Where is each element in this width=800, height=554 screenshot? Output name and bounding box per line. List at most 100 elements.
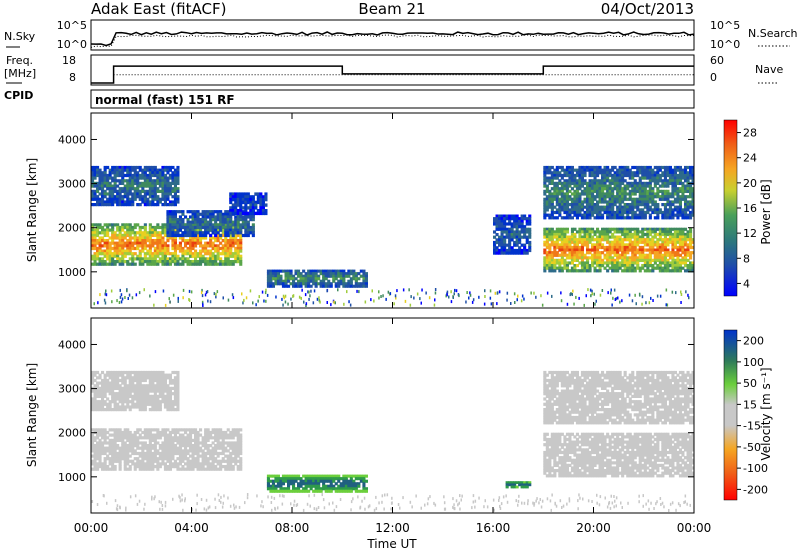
echo-cell	[503, 246, 507, 250]
echo-cell	[156, 433, 160, 437]
echo-cell	[498, 248, 502, 253]
echo-cell	[565, 245, 569, 250]
echo-cell	[146, 181, 150, 185]
echo-cell	[653, 253, 657, 257]
echo-cell	[689, 210, 693, 215]
echo-cell	[153, 225, 157, 230]
noise-speckle	[284, 294, 287, 298]
echo-cell	[239, 257, 243, 261]
echo-cell	[173, 451, 177, 456]
echo-cell	[601, 197, 605, 201]
echo-cell	[111, 231, 115, 235]
echo-cell	[661, 195, 665, 199]
echo-cell	[264, 211, 268, 216]
echo-cell	[219, 465, 223, 469]
echo-cell	[163, 233, 167, 237]
echo-cell	[171, 465, 175, 469]
echo-cell	[643, 181, 647, 185]
echo-cell	[553, 184, 557, 188]
echo-cell	[236, 200, 240, 205]
echo-cell	[224, 433, 228, 437]
echo-cell	[337, 284, 341, 288]
echo-cell	[528, 248, 532, 253]
echo-cell	[668, 251, 672, 255]
echo-cell	[633, 213, 637, 217]
echo-cell	[633, 192, 637, 196]
echo-cell	[518, 251, 522, 255]
echo-cell	[189, 262, 193, 266]
echo-cell	[166, 181, 170, 185]
echo-cell	[156, 451, 160, 456]
noise-left-label: N.Sky	[4, 30, 36, 43]
echo-cell	[555, 173, 559, 178]
echo-cell	[269, 269, 273, 273]
echo-cell	[274, 277, 278, 281]
echo-cell	[251, 225, 255, 230]
echo-cell	[641, 230, 645, 234]
echo-cell	[178, 457, 182, 461]
echo-cell	[608, 240, 612, 244]
noise-speckle	[316, 297, 319, 301]
echo-cell	[578, 179, 582, 183]
echo-cell	[121, 179, 125, 183]
echo-cell	[621, 245, 625, 250]
echo-cell	[568, 235, 572, 239]
echo-cell	[141, 189, 145, 193]
echo-cell	[229, 244, 233, 248]
echo-cell	[334, 284, 338, 288]
echo-cell	[226, 457, 230, 461]
echo-cell	[196, 220, 200, 224]
echo-cell	[299, 274, 303, 278]
echo-cell	[151, 262, 155, 266]
echo-cell	[118, 192, 122, 196]
echo-cell	[128, 239, 132, 243]
echo-cell	[618, 171, 622, 175]
noise-speckle	[446, 293, 448, 297]
echo-cell	[126, 249, 130, 253]
echo-cell	[123, 467, 127, 471]
echo-cell	[628, 264, 632, 268]
echo-cell	[143, 176, 147, 180]
echo-cell	[173, 192, 177, 196]
echo-cell	[246, 192, 250, 196]
echo-cell	[656, 189, 660, 193]
echo-cell	[676, 195, 680, 199]
echo-cell	[651, 235, 655, 239]
echo-cell	[151, 187, 155, 191]
echo-cell	[176, 457, 180, 461]
echo-cell	[146, 436, 150, 440]
echo-cell	[578, 238, 582, 242]
echo-cell	[550, 235, 554, 239]
echo-cell	[163, 200, 167, 204]
echo-cell	[201, 246, 205, 251]
echo-cell	[246, 200, 250, 205]
echo-cell	[638, 208, 642, 212]
echo-cell	[236, 459, 240, 463]
echo-cell	[178, 449, 182, 453]
echo-cell	[168, 228, 172, 232]
echo-cell	[168, 192, 172, 196]
noise-speckle	[635, 302, 637, 306]
echo-cell	[239, 260, 243, 264]
echo-cell	[495, 219, 499, 223]
echo-cell	[606, 213, 610, 217]
echo-cell	[156, 189, 160, 193]
echo-cell	[678, 245, 682, 250]
echo-cell	[676, 205, 680, 209]
echo-cell	[148, 231, 152, 235]
echo-cell	[108, 252, 112, 256]
echo-cell	[136, 195, 140, 199]
echo-cell	[186, 467, 190, 471]
echo-cell	[206, 451, 210, 456]
echo-cell	[153, 197, 157, 201]
echo-cell	[214, 231, 218, 235]
echo-cell	[146, 168, 150, 172]
echo-cell	[550, 243, 554, 247]
echo-cell	[239, 465, 243, 469]
noise-speckle	[209, 300, 212, 304]
echo-cell	[578, 213, 582, 217]
echo-cell	[591, 181, 595, 185]
echo-cell	[191, 262, 195, 266]
echo-cell	[603, 245, 607, 250]
echo-cell	[103, 168, 107, 172]
